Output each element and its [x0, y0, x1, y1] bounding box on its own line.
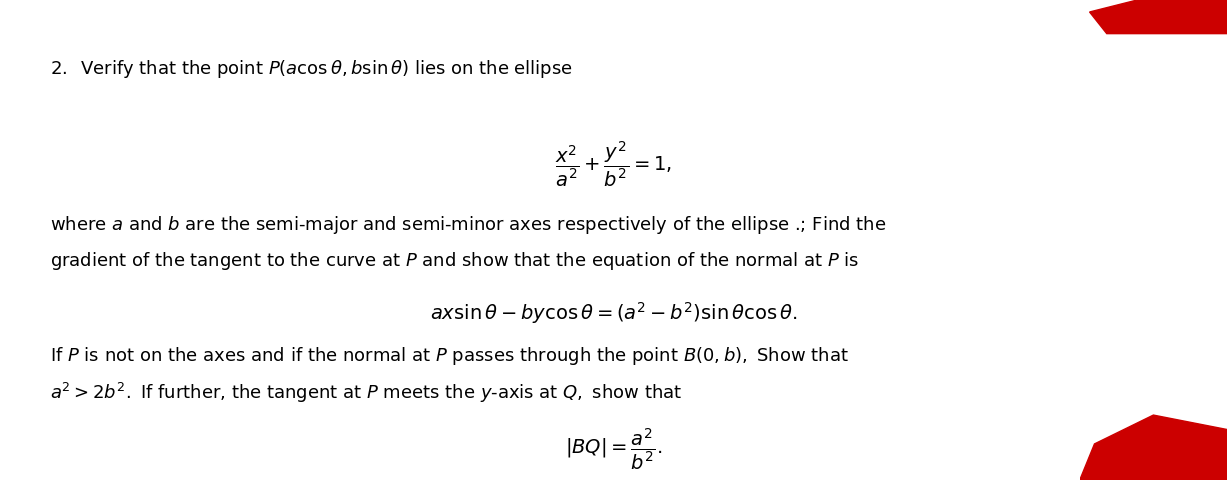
- Polygon shape: [1090, 0, 1227, 35]
- Text: $2.\;\; \text{Verify that the point } P(a\cos\theta, b\sin\theta) \text{ lies on: $2.\;\; \text{Verify that the point } P(…: [50, 58, 573, 80]
- Text: $ax\sin\theta - by\cos\theta = (a^2 - b^2)\sin\theta\cos\theta.$: $ax\sin\theta - by\cos\theta = (a^2 - b^…: [429, 299, 798, 325]
- Text: $|BQ| = \dfrac{a^2}{b^2}.$: $|BQ| = \dfrac{a^2}{b^2}.$: [564, 425, 663, 470]
- Text: $\text{gradient of the tangent to the curve at } P \text{ and show that the equa: $\text{gradient of the tangent to the cu…: [50, 250, 860, 272]
- Text: $\dfrac{x^2}{a^2} + \dfrac{y^2}{b^2} = 1,$: $\dfrac{x^2}{a^2} + \dfrac{y^2}{b^2} = 1…: [555, 139, 672, 189]
- Polygon shape: [1080, 415, 1227, 480]
- Text: $a^2 > 2b^2. \text{ If further, the tangent at } P \text{ meets the } y\text{-ax: $a^2 > 2b^2. \text{ If further, the tang…: [50, 380, 682, 404]
- Text: $\text{If } P \text{ is not on the axes and if the normal at } P \text{ passes t: $\text{If } P \text{ is not on the axes …: [50, 344, 849, 366]
- Text: $\text{where } a \text{ and } b \text{ are the semi-major and semi-minor axes re: $\text{where } a \text{ and } b \text{ a…: [50, 214, 887, 236]
